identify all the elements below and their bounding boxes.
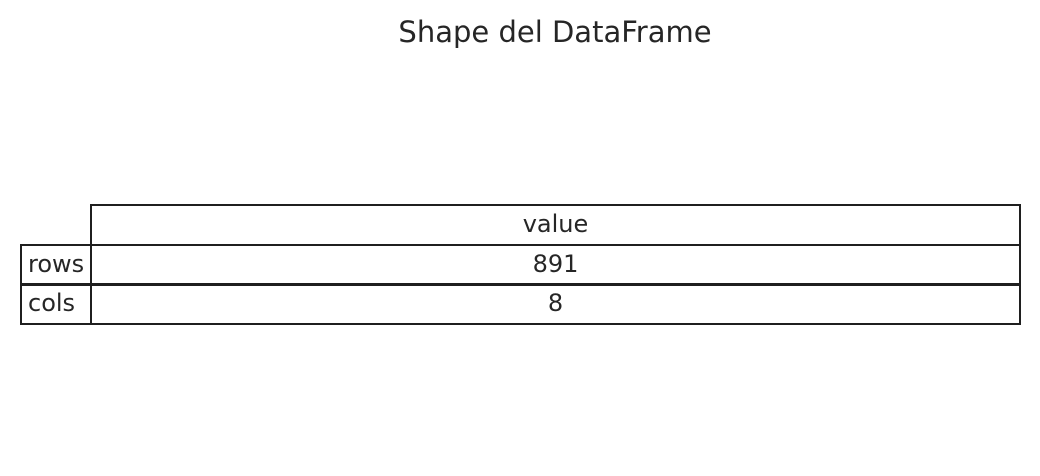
cell-cols-value: 8 [90, 283, 1021, 325]
chart-title: Shape del DataFrame [398, 15, 712, 49]
row-label-cols: cols [20, 283, 92, 325]
cell-rows-value: 891 [90, 244, 1021, 286]
row-label-rows: rows [20, 244, 92, 286]
column-header-value: value [90, 204, 1021, 246]
dataframe-shape-table: value rows 891 cols 8 [20, 204, 1021, 325]
